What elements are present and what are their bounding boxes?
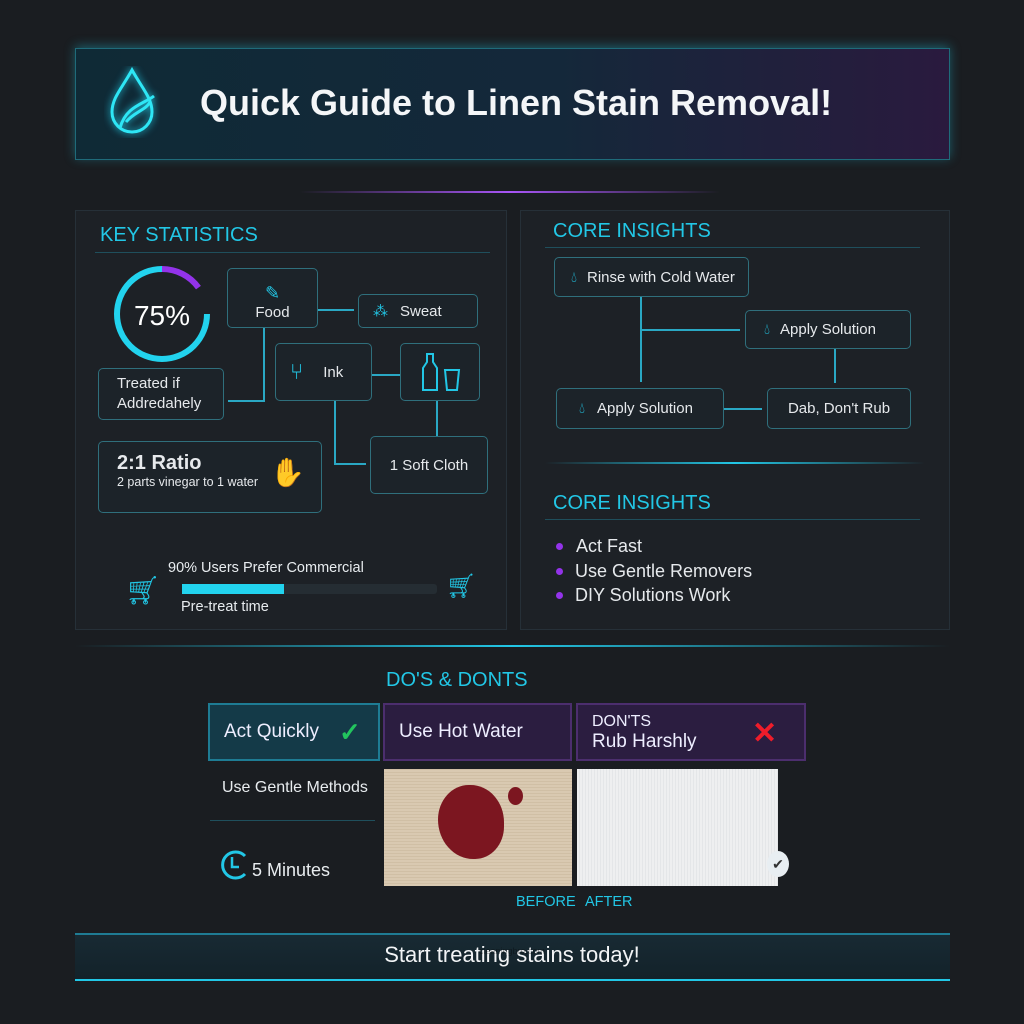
connector (318, 309, 354, 311)
cart-icon: 🛒︎ (125, 575, 161, 606)
hand-icon: ✋ (270, 457, 305, 488)
donts-label: DON'TS (592, 713, 652, 730)
node-label: Ink (323, 363, 344, 381)
insight-item: Use Gentle Removers (575, 561, 753, 581)
node-label: Addredahely (117, 395, 202, 412)
connector (228, 400, 265, 402)
node-sweat: ⁂ Sweat (358, 294, 478, 328)
connector (724, 408, 762, 410)
connector (436, 401, 438, 436)
insight-item: DIY Solutions Work (575, 585, 731, 605)
water-drop-icon (110, 66, 155, 134)
progress-fill (182, 584, 284, 594)
bottle-glass-icon (422, 353, 461, 391)
node-soft-cloth: 1 Soft Cloth (370, 436, 488, 494)
footer-cta: Start treating stains today! (384, 942, 640, 967)
drop-icon: 💧︎ (764, 321, 771, 338)
ratio-title: 2:1 Ratio (117, 451, 202, 474)
dont-label: Rub Harshly (592, 731, 697, 752)
divider (95, 252, 490, 253)
node-food: ✎ Food (227, 268, 318, 328)
page-title: Quick Guide to Linen Stain Removal! (200, 82, 833, 123)
connector (640, 297, 642, 382)
bullet (556, 568, 563, 575)
flow-step-rinse: 💧︎ Rinse with Cold Water (554, 257, 749, 297)
connector (372, 374, 400, 376)
ring-label: 75% (133, 300, 191, 331)
watermark: cleaningbro.com (478, 946, 546, 956)
step-label: Rinse with Cold Water (587, 268, 735, 286)
fork-icon: ⑂ (290, 359, 304, 384)
core-insights-heading: CORE INSIGHTS (553, 220, 711, 242)
stain (438, 785, 504, 859)
dos-donts-heading: DO'S & DONTS (386, 669, 528, 691)
connector (334, 401, 336, 464)
node-label: Food (255, 304, 290, 321)
connector (334, 463, 366, 465)
check-icon: ✓ (339, 716, 361, 747)
flow-step-apply: 💧︎ Apply Solution (556, 388, 724, 429)
dont-label: Use Hot Water (399, 721, 523, 742)
connector (834, 349, 836, 383)
dont-card: Use Hot Water (383, 703, 572, 761)
core-insights-list-heading: CORE INSIGHTS (553, 492, 711, 514)
clean-badge-icon: ✔ (767, 851, 789, 877)
divider (75, 645, 950, 647)
key-statistics-heading: KEY STATISTICS (100, 224, 258, 246)
node-treated: Treated if Addredahely (98, 368, 224, 420)
bullet (556, 592, 563, 599)
divider (300, 191, 720, 193)
step-label: Apply Solution (597, 400, 693, 417)
bullet (556, 543, 563, 550)
divider (545, 519, 920, 520)
progress-label: 90% Users Prefer Commercial (168, 560, 364, 576)
drop-icon: 💧︎ (579, 400, 586, 417)
ratio-subtitle: 2 parts vinegar to 1 water (117, 474, 259, 489)
before-image (384, 769, 572, 886)
connector (640, 329, 740, 331)
ratio-card: 2:1 Ratio 2 parts vinegar to 1 water (98, 441, 322, 513)
time-label: 5 Minutes (252, 860, 331, 880)
before-label: BEFORE (516, 894, 576, 910)
do-label: Act Quickly (224, 721, 320, 742)
divider (545, 247, 920, 248)
insight-item: Act Fast (576, 536, 643, 556)
connector (263, 328, 265, 401)
flow-step-dab: Dab, Don't Rub (767, 388, 911, 429)
node-label: Sweat (400, 302, 442, 320)
gentle-methods-label: Use Gentle Methods (222, 779, 368, 796)
progress-sublabel: Pre-treat time (181, 599, 269, 615)
do-card: Act Quickly ✓ (208, 703, 380, 761)
node-ink: ⑂ Ink (275, 343, 372, 401)
after-label: AFTER (585, 894, 633, 910)
step-label: Apply Solution (780, 321, 876, 338)
node-label: Treated if (117, 375, 180, 392)
progress-ring (114, 266, 210, 362)
stain (508, 787, 523, 805)
step-label: Dab, Don't Rub (787, 400, 891, 417)
divider (545, 462, 925, 464)
droplets-icon: ⁂ (373, 303, 388, 320)
drop-icon: 💧︎ (571, 268, 578, 286)
clock-icon (221, 850, 247, 880)
pen-icon: ✎ (264, 283, 281, 303)
node-label: 1 Soft Cloth (389, 456, 469, 474)
header-banner (75, 48, 950, 160)
footer-banner (75, 933, 950, 981)
after-image (577, 769, 778, 886)
progress-bar (182, 584, 437, 594)
divider (210, 820, 375, 821)
node-bottle (400, 343, 480, 401)
dont-card: DON'TS Rub Harshly (576, 703, 806, 761)
cart-icon: 🛒︎ (446, 573, 477, 600)
flow-step-apply: 💧︎ Apply Solution (745, 310, 911, 349)
cross-icon: ✕ (752, 717, 778, 750)
